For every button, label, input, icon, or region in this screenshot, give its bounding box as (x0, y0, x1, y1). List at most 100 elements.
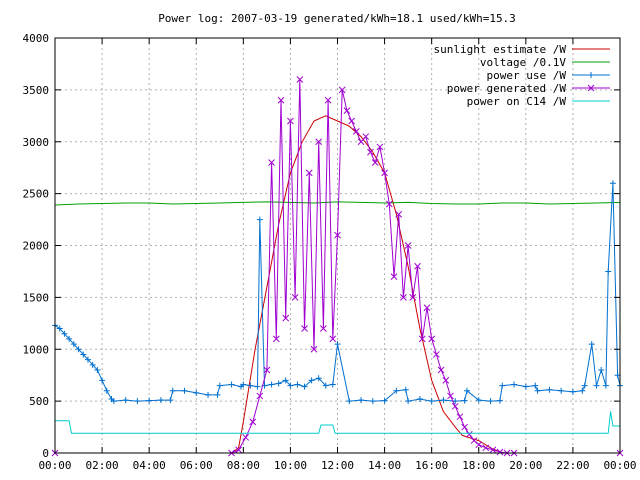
legend-label: sunlight estimate /W (434, 43, 567, 56)
data-point (291, 294, 299, 301)
data-point (442, 377, 450, 384)
data-point (532, 382, 539, 389)
data-point (242, 434, 250, 441)
data-point (402, 386, 409, 393)
data-point (609, 180, 616, 187)
data-point (579, 387, 586, 394)
x-tick-label: 20:00 (509, 459, 542, 472)
data-point (272, 335, 280, 343)
data-point (103, 387, 110, 394)
data-point (287, 117, 294, 125)
legend-label: voltage /0.1V (480, 56, 566, 69)
data-point (99, 377, 106, 384)
y-tick-label: 3000 (23, 136, 50, 149)
data-point (240, 381, 247, 388)
data-point (461, 423, 468, 431)
x-tick-label: 16:00 (415, 459, 448, 472)
data-point (157, 397, 164, 404)
data-point (268, 159, 275, 166)
data-point (428, 398, 435, 405)
data-point (324, 96, 332, 104)
data-point (334, 341, 341, 348)
data-point (348, 117, 355, 125)
x-tick-label: 14:00 (368, 459, 401, 472)
data-point (465, 430, 473, 438)
legend-label: power generated /W (447, 82, 567, 95)
data-point (423, 304, 431, 312)
data-point (169, 387, 176, 394)
data-point (320, 325, 327, 332)
legend-label: power use /W (487, 69, 567, 82)
data-point (602, 382, 609, 389)
data-point (487, 398, 494, 405)
series-line (55, 115, 620, 454)
data-point (569, 388, 576, 395)
data-point (282, 314, 290, 322)
data-point (329, 381, 336, 388)
data-point (581, 382, 588, 389)
data-point (75, 346, 82, 353)
data-point (94, 367, 101, 373)
data-point (254, 383, 261, 390)
data-point (451, 402, 459, 410)
data-point (205, 391, 212, 398)
data-point (256, 392, 264, 400)
data-point (110, 398, 117, 405)
data-point (343, 107, 351, 114)
data-point (301, 325, 308, 332)
x-tick-label: 10:00 (274, 459, 307, 472)
data-point (322, 382, 329, 389)
data-point (310, 345, 318, 353)
series-line (55, 411, 620, 434)
data-point (437, 366, 445, 374)
data-point (588, 341, 595, 348)
data-point (70, 341, 77, 348)
data-point (405, 398, 412, 405)
data-point (275, 380, 282, 387)
data-point (181, 387, 188, 394)
x-tick-label: 18:00 (462, 459, 495, 472)
data-point (358, 397, 365, 404)
data-point (416, 396, 423, 403)
data-point (352, 128, 360, 135)
data-point (282, 377, 289, 384)
series-line (55, 79, 620, 454)
data-point (214, 391, 221, 398)
data-point (228, 381, 235, 388)
data-point (362, 133, 370, 140)
data-point (146, 397, 153, 404)
series-1 (54, 201, 621, 206)
data-point (414, 262, 421, 270)
data-point (301, 383, 308, 390)
x-tick-label: 04:00 (133, 459, 166, 472)
data-point (294, 381, 301, 388)
data-point (511, 381, 518, 388)
x-tick-label: 12:00 (321, 459, 354, 472)
data-point (235, 446, 242, 454)
data-point (440, 397, 447, 404)
data-point (381, 169, 388, 177)
data-point (305, 169, 313, 177)
data-point (496, 448, 504, 456)
data-point (409, 294, 417, 301)
data-point (122, 397, 129, 404)
data-point (277, 96, 285, 104)
series-4 (55, 411, 620, 434)
data-point (605, 268, 612, 275)
data-point (499, 382, 506, 389)
series-2 (52, 180, 623, 405)
data-point (216, 382, 223, 389)
data-point (546, 386, 553, 393)
data-point (66, 335, 73, 342)
data-point (418, 335, 426, 343)
data-point (80, 351, 87, 358)
x-tick-label: 00:00 (38, 459, 71, 472)
data-point (395, 211, 403, 218)
x-tick-label: 00:00 (603, 459, 636, 472)
x-tick-label: 02:00 (86, 459, 119, 472)
data-point (134, 398, 141, 405)
data-point (428, 335, 436, 343)
data-point (558, 387, 565, 394)
data-point (256, 216, 263, 223)
